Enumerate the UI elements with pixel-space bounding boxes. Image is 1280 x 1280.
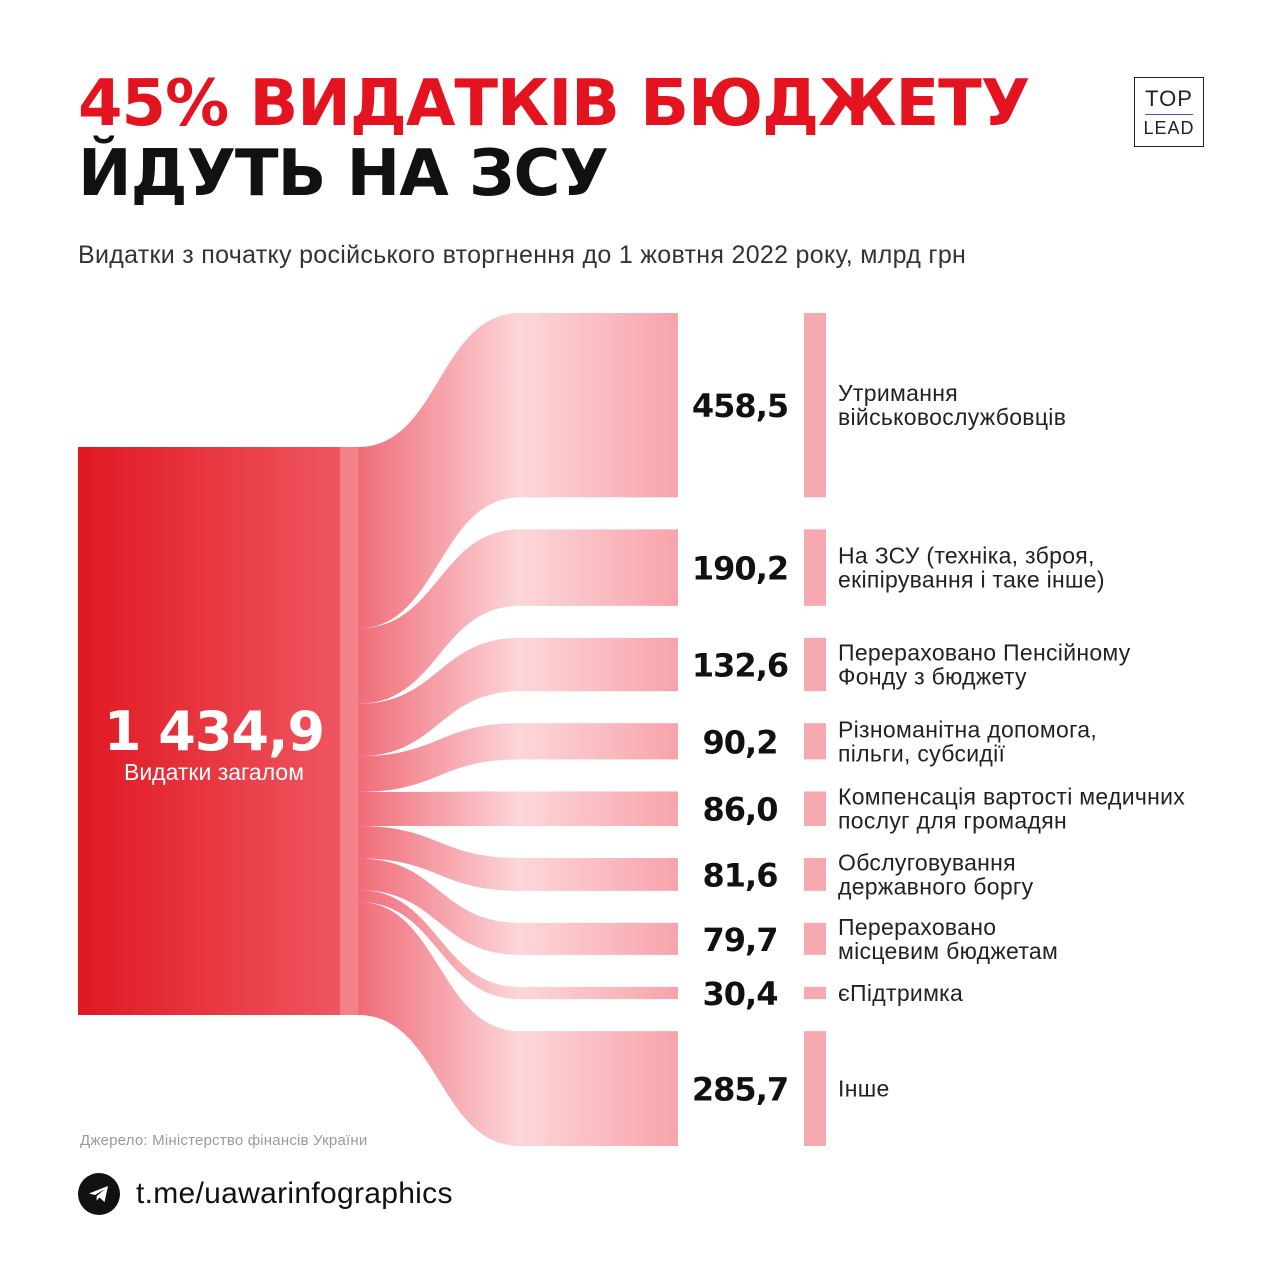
- marker-bar-9: [804, 1031, 826, 1146]
- value-label-9: 285,7: [692, 1071, 788, 1109]
- category-label-line: пільги, субсидії: [838, 740, 1006, 766]
- category-label-line: державного боргу: [838, 873, 1034, 899]
- total-source-bar: [78, 447, 358, 1015]
- category-label-line: місцевим бюджетам: [838, 938, 1058, 964]
- target-bars: [520, 313, 678, 1146]
- category-label-line: На ЗСУ (техніка, зброя,: [838, 543, 1095, 569]
- category-label-line: Фонду з бюджету: [838, 664, 1027, 690]
- category-label-line: Обслуговування: [838, 849, 1016, 875]
- target-bar-6: [520, 858, 678, 891]
- target-bar-4: [520, 723, 678, 760]
- category-label-line: Перераховано: [838, 914, 996, 940]
- logo-divider: [1145, 114, 1193, 115]
- category-label-line: екіпірування і таке інше): [838, 567, 1105, 593]
- target-bar-8: [520, 986, 678, 1000]
- category-label-line: Перераховано Пенсійному: [838, 640, 1131, 666]
- marker-bar-2: [804, 529, 826, 606]
- flow-link-5: [358, 791, 520, 827]
- category-label-line: Інше: [838, 1076, 890, 1102]
- flow-link-7: [358, 858, 520, 955]
- marker-bar-3: [804, 637, 826, 692]
- value-label-2: 190,2: [692, 550, 788, 588]
- title-line-2: ЙДУТЬ НА ЗСУ: [78, 137, 609, 211]
- category-label-3: Перераховано Пенсійному Фонду з бюджету: [838, 640, 1131, 690]
- flow-link-6: [358, 826, 520, 891]
- chart-subtitle: Видатки з початку російського вторгнення…: [78, 241, 967, 269]
- category-label-9: Інше: [838, 1076, 890, 1102]
- title-line-1: 45% ВИДАТКІВ БЮДЖЕТУ: [78, 67, 1030, 141]
- category-label-line: послуг для громадян: [838, 808, 1067, 834]
- marker-bar-5: [804, 791, 826, 827]
- flow-link-8: [358, 889, 520, 1000]
- value-label-5: 86,0: [703, 791, 778, 829]
- source-note: Джерело: Міністерство фінансів України: [80, 1132, 368, 1149]
- value-label-6: 81,6: [703, 856, 778, 894]
- target-bar-9: [520, 1031, 678, 1146]
- target-bar-3: [520, 637, 678, 692]
- target-bar-7: [520, 922, 678, 955]
- logo-top-text: TOP: [1145, 86, 1193, 111]
- telegram-link[interactable]: t.me/uawarinfographics: [136, 1177, 453, 1210]
- category-label-line: Утримання: [838, 380, 958, 406]
- marker-bar-6: [804, 858, 826, 891]
- flow-link-1: [358, 313, 520, 629]
- category-label-5: Компенсація вартості медичних послуг для …: [838, 784, 1185, 834]
- total-value: 1 434,9: [104, 700, 324, 763]
- target-bar-5: [520, 791, 678, 827]
- value-label-8: 30,4: [703, 975, 778, 1013]
- category-label-line: Різноманітна допомога,: [838, 716, 1097, 742]
- category-label-line: Компенсація вартості медичних: [838, 784, 1185, 810]
- flow-link-2: [358, 529, 520, 704]
- flow-link-9: [358, 901, 520, 1146]
- marker-bar-8: [804, 986, 826, 1000]
- value-label-1: 458,5: [692, 387, 788, 425]
- toplead-logo: TOP LEAD: [1134, 77, 1204, 147]
- target-bar-2: [520, 529, 678, 606]
- telegram-icon[interactable]: [78, 1173, 120, 1215]
- flow-link-4: [358, 723, 520, 792]
- value-label-7: 79,7: [703, 921, 778, 959]
- category-label-4: Різноманітна допомога, пільги, субсидії: [838, 716, 1097, 766]
- category-label-1: Утримання військовослужбовців: [838, 380, 1066, 430]
- category-label-7: Перераховано місцевим бюджетам: [838, 914, 1058, 964]
- value-label-4: 90,2: [703, 723, 778, 761]
- value-label-3: 132,6: [692, 647, 788, 685]
- marker-bar-7: [804, 922, 826, 955]
- logo-bottom-text: LEAD: [1143, 118, 1195, 138]
- total-label: Видатки загалом: [124, 759, 304, 785]
- category-label-2: На ЗСУ (техніка, зброя, екіпірування і та…: [838, 543, 1105, 593]
- footer: t.me/uawarinfographics: [78, 1172, 453, 1216]
- total-source-fade: [340, 447, 360, 1015]
- flow-links: [358, 313, 520, 1146]
- category-label-line: військовослужбовців: [838, 404, 1066, 430]
- value-labels: 458,5 190,2 132,6 90,2 86,0 81,6 79,7 30,4 285,7: [692, 387, 789, 1109]
- category-marker-bars: [804, 313, 826, 1146]
- category-label-line: єПідтримка: [838, 980, 963, 1006]
- marker-bar-4: [804, 723, 826, 760]
- category-labels: Утримання військовослужбовців На ЗСУ (техн…: [838, 380, 1185, 1101]
- marker-bar-1: [804, 313, 826, 498]
- flow-link-3: [358, 637, 520, 757]
- category-label-6: Обслуговування державного боргу: [838, 849, 1034, 899]
- target-bar-1: [520, 313, 678, 498]
- category-label-8: єПідтримка: [838, 980, 963, 1006]
